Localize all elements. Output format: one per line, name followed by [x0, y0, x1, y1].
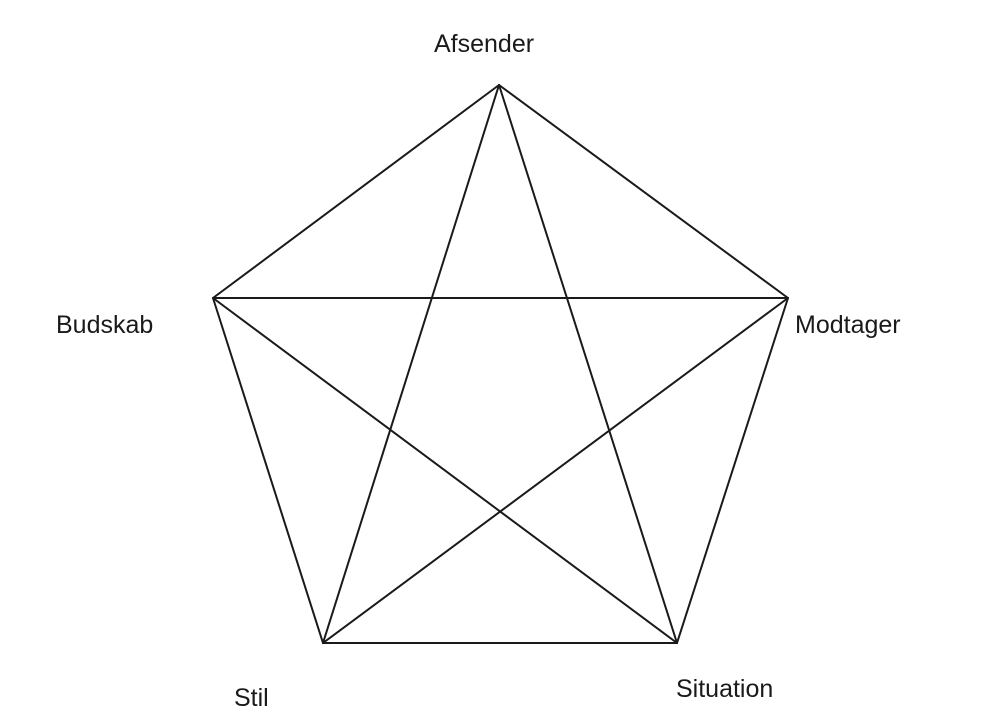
- node-label-afsender: Afsender: [434, 30, 535, 58]
- diagram-edges: [212, 84, 789, 644]
- edge-modtager-stil: [322, 297, 789, 644]
- edge-afsender-stil: [322, 84, 500, 644]
- node-label-budskab: Budskab: [56, 311, 154, 339]
- edge-afsender-modtager: [498, 84, 789, 299]
- node-label-situation: Situation: [676, 675, 774, 703]
- edge-afsender-situation: [498, 84, 678, 644]
- edge-budskab-afsender: [212, 84, 500, 299]
- edge-stil-budskab: [212, 297, 324, 644]
- edge-budskab-situation: [212, 297, 678, 644]
- node-label-modtager: Modtager: [795, 311, 901, 339]
- edge-modtager-situation: [676, 297, 789, 644]
- node-label-stil: Stil: [234, 684, 269, 712]
